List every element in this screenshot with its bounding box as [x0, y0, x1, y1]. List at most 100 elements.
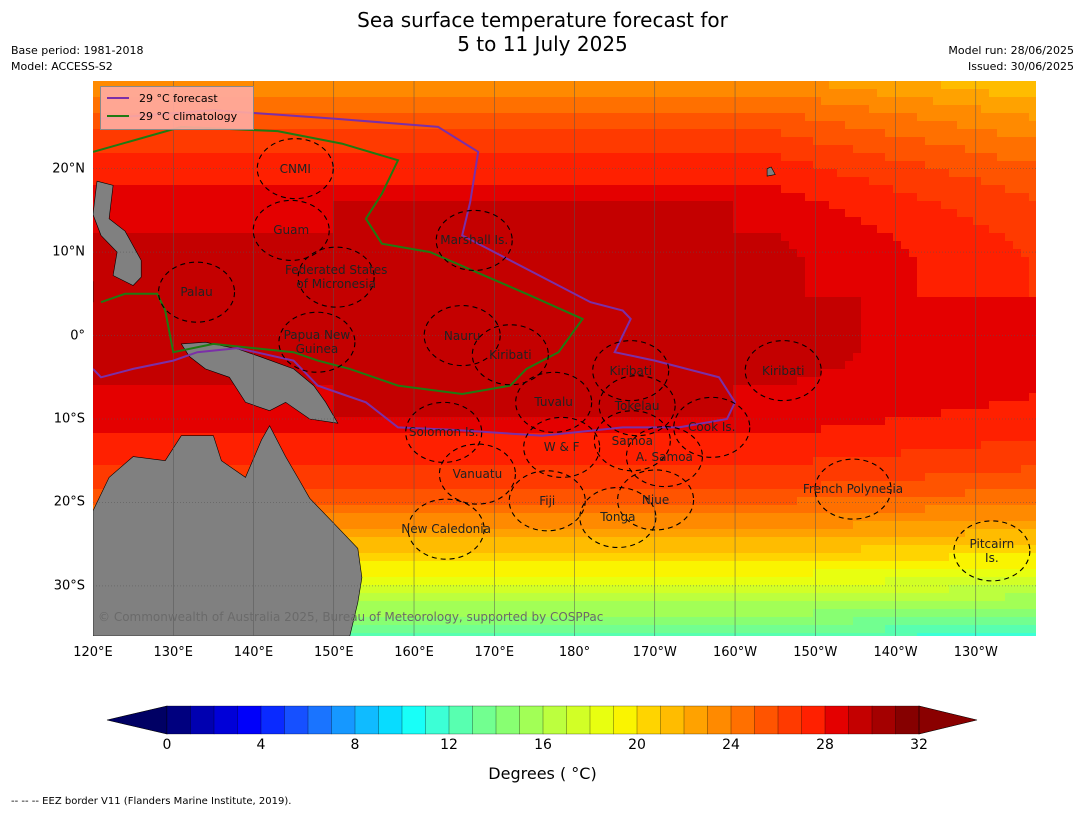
sst-cell	[549, 433, 558, 442]
sst-cell	[613, 89, 622, 98]
sst-cell	[581, 129, 590, 138]
sst-cell	[629, 321, 638, 330]
sst-cell	[173, 345, 182, 354]
sst-cell	[517, 329, 526, 338]
sst-cell	[541, 417, 550, 426]
sst-cell	[213, 145, 222, 154]
sst-cell	[581, 169, 590, 178]
sst-cell	[597, 113, 606, 122]
sst-cell	[229, 385, 238, 394]
sst-cell	[501, 417, 510, 426]
sst-cell	[549, 225, 558, 234]
sst-cell	[413, 497, 422, 506]
sst-cell	[437, 281, 446, 290]
sst-cell	[213, 169, 222, 178]
sst-cell	[421, 353, 430, 362]
sst-cell	[237, 321, 246, 330]
sst-cell	[93, 401, 102, 410]
sst-cell	[533, 513, 542, 522]
sst-cell	[349, 257, 358, 266]
sst-cell	[293, 97, 302, 106]
sst-cell	[589, 281, 598, 290]
sst-cell	[213, 233, 222, 242]
sst-cell	[197, 225, 206, 234]
sst-cell	[349, 321, 358, 330]
sst-cell	[413, 321, 422, 330]
sst-cell	[597, 497, 606, 506]
sst-cell	[493, 233, 502, 242]
sst-cell	[389, 433, 398, 442]
sst-cell	[269, 257, 278, 266]
sst-cell	[133, 433, 142, 442]
sst-cell	[549, 169, 558, 178]
sst-cell	[653, 385, 662, 394]
sst-cell	[445, 225, 454, 234]
sst-cell	[525, 353, 534, 362]
sst-cell	[397, 241, 406, 250]
sst-cell	[477, 313, 486, 322]
sst-cell	[341, 105, 350, 114]
sst-cell	[637, 241, 646, 250]
sst-cell	[541, 497, 550, 506]
sst-cell	[461, 561, 470, 570]
sst-cell	[429, 577, 438, 586]
sst-cell	[141, 161, 150, 170]
sst-cell	[173, 169, 182, 178]
sst-cell	[309, 105, 318, 114]
sst-cell	[381, 609, 390, 618]
sst-cell	[605, 513, 614, 522]
sst-cell	[525, 585, 534, 594]
sst-cell	[277, 417, 286, 426]
sst-cell	[253, 297, 262, 306]
sst-cell	[445, 273, 454, 282]
sst-cell	[381, 577, 390, 586]
sst-cell	[533, 529, 542, 538]
sst-cell	[485, 409, 494, 418]
sst-cell	[285, 313, 294, 322]
sst-cell	[181, 401, 190, 410]
sst-cell	[597, 225, 606, 234]
sst-cell	[445, 145, 454, 154]
sst-cell	[301, 89, 310, 98]
sst-cell	[285, 81, 294, 90]
sst-cell	[301, 305, 310, 314]
sst-cell	[533, 241, 542, 250]
sst-cell	[501, 329, 510, 338]
sst-cell	[333, 289, 342, 298]
sst-cell	[293, 185, 302, 194]
sst-cell	[621, 497, 630, 506]
sst-cell	[365, 617, 374, 626]
sst-cell	[605, 113, 614, 122]
sst-cell	[413, 257, 422, 266]
sst-cell	[629, 521, 638, 530]
sst-cell	[221, 377, 230, 386]
sst-cell	[653, 401, 662, 410]
sst-cell	[365, 129, 374, 138]
sst-cell	[237, 449, 246, 458]
sst-cell	[653, 633, 662, 636]
sst-cell	[501, 617, 510, 626]
sst-cell	[501, 257, 510, 266]
sst-cell	[309, 345, 318, 354]
sst-cell	[589, 105, 598, 114]
sst-cell	[437, 473, 446, 482]
sst-cell	[525, 153, 534, 162]
sst-cell	[365, 385, 374, 394]
sst-cell	[589, 329, 598, 338]
sst-cell	[549, 633, 558, 636]
sst-cell	[445, 609, 454, 618]
sst-cell	[461, 553, 470, 562]
sst-cell	[485, 193, 494, 202]
sst-cell	[645, 441, 654, 450]
sst-cell	[389, 497, 398, 506]
sst-cell	[373, 457, 382, 466]
sst-cell	[421, 345, 430, 354]
sst-cell	[541, 529, 550, 538]
sst-cell	[629, 441, 638, 450]
sst-cell	[229, 265, 238, 274]
sst-cell	[157, 193, 166, 202]
sst-cell	[533, 561, 542, 570]
sst-cell	[645, 289, 654, 298]
sst-cell	[413, 401, 422, 410]
sst-cell	[629, 449, 638, 458]
